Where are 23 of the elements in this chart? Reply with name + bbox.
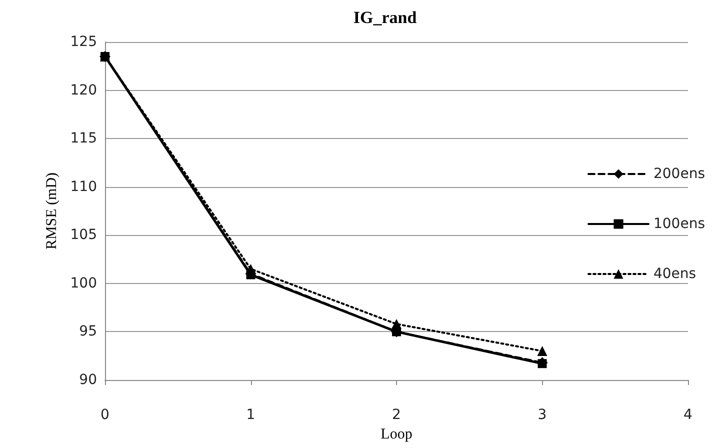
y-tick-label: 125 [70,34,97,50]
x-tick-label: 2 [392,407,401,423]
y-tick-label: 95 [79,324,97,340]
point [246,264,256,274]
y-tick-label: 90 [79,372,97,388]
y-tick-label: 115 [70,130,97,147]
y-tick-label: 120 [70,82,97,98]
y-axis-title: RMSE (mD) [44,172,60,250]
legend-label: 200ens [654,166,706,182]
y-tick-label: 105 [70,227,97,244]
y-tick-label: 100 [70,275,97,292]
x-tick-label: 0 [100,407,110,423]
point [392,318,402,329]
x-tick-label: 1 [246,407,256,423]
point [538,359,547,368]
x-axis-title: Loop [380,426,412,442]
chart-title: IG_rand [353,8,418,27]
legend-label: 100ens [654,216,706,232]
legend-label: 40ens [654,266,696,282]
x-tick-label: 4 [684,407,693,423]
x-tick-label: 3 [538,407,547,423]
point [537,346,548,356]
y-tick-label: 110 [70,178,97,195]
